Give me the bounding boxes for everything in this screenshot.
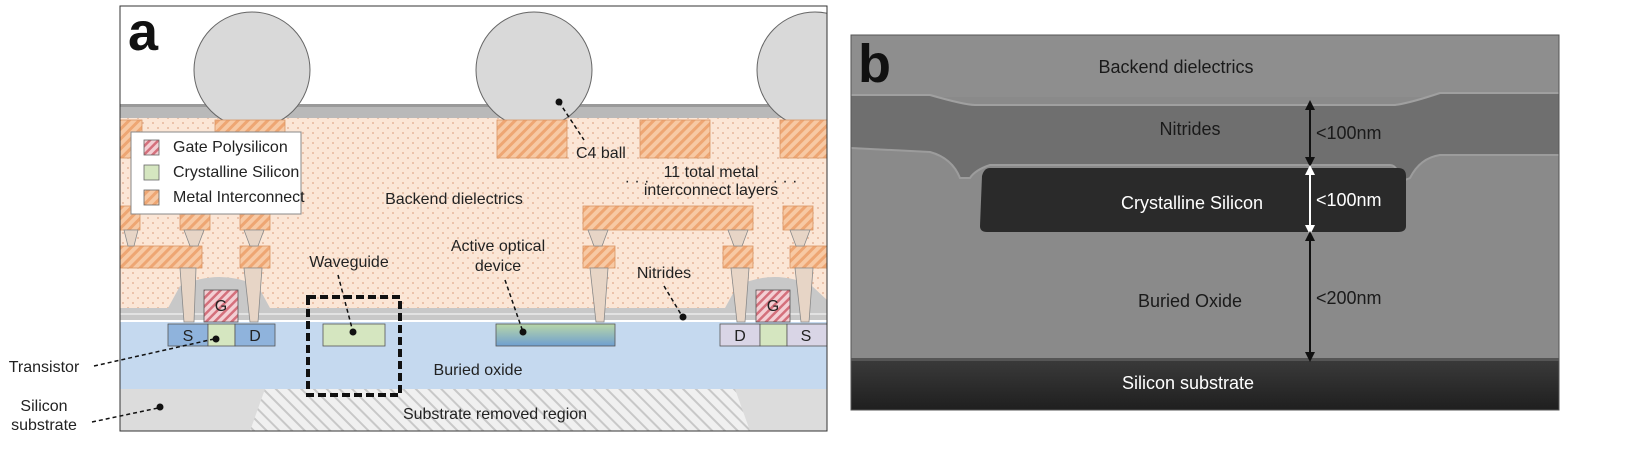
legend-swatch-crystalline xyxy=(143,164,160,181)
waveguide-highlight-box xyxy=(306,295,402,397)
substrate-removed-region xyxy=(250,389,750,431)
panel-b-letter: b xyxy=(858,34,891,94)
c4-ball-label: C4 ball xyxy=(576,145,626,162)
waveguide-label: Waveguide xyxy=(309,254,389,271)
legend: Gate Polysilicon Crystalline Silicon Met… xyxy=(130,131,305,215)
metal-layers-label-1: 11 total metal xyxy=(664,164,759,181)
active-optical-device xyxy=(495,323,616,347)
b-substrate-label: Silicon substrate xyxy=(1122,373,1254,393)
panel-b: Backend dielectrics Nitrides Crystalline… xyxy=(850,34,1560,411)
dots-right: · · · xyxy=(773,173,798,190)
b-backend-label: Backend dielectrics xyxy=(1098,57,1253,77)
leader-lines xyxy=(337,101,683,333)
metal-layers-label-2: interconnect layers xyxy=(644,182,778,199)
substrate-removed-label: Substrate removed region xyxy=(403,406,587,423)
drain-region xyxy=(234,323,276,347)
transistor-right: G D S xyxy=(719,289,827,347)
gate-label: G xyxy=(215,298,227,315)
b-dim-nitrides-label: <100nm xyxy=(1316,123,1382,143)
panel-a-letter: a xyxy=(128,2,159,62)
gate-poly xyxy=(203,289,239,323)
active-device-label-1: Active optical xyxy=(451,238,545,255)
gate-label: G xyxy=(767,298,779,315)
legend-crystalline-label: Crystalline Silicon xyxy=(173,164,299,181)
gate-poly xyxy=(755,289,791,323)
b-dim-crystalline-label: <100nm xyxy=(1316,190,1382,210)
source-label: S xyxy=(183,328,194,345)
transistor-label: Transistor xyxy=(9,359,80,376)
legend-swatch-gate xyxy=(143,139,160,156)
panel-a: G S D G D S Backend dielectrics xyxy=(9,2,828,434)
nitrides-label: Nitrides xyxy=(637,265,691,282)
legend-swatch-metal xyxy=(143,189,160,206)
silicon-substrate-region xyxy=(851,360,1559,410)
crystalline-silicon-block xyxy=(980,168,1406,232)
legend-gate-label: Gate Polysilicon xyxy=(173,139,288,156)
b-buried-oxide-label: Buried Oxide xyxy=(1138,291,1242,311)
legend-metal-label: Metal Interconnect xyxy=(173,189,305,206)
drain-label: D xyxy=(734,328,746,345)
buried-oxide-label: Buried oxide xyxy=(434,362,523,379)
drain-label: D xyxy=(249,328,261,345)
silicon-substrate-label-2: substrate xyxy=(11,417,77,434)
b-crystalline-label: Crystalline Silicon xyxy=(1121,193,1263,213)
nitrides-band xyxy=(851,93,1559,182)
nitrides-layer xyxy=(120,277,827,320)
transistor-left: G S D xyxy=(167,289,276,347)
backend-dielectrics-label: Backend dielectrics xyxy=(385,191,523,208)
b-nitrides-label: Nitrides xyxy=(1159,119,1220,139)
b-dim-oxide-label: <200nm xyxy=(1316,288,1382,308)
source-label: S xyxy=(801,328,812,345)
dots-left: · · · xyxy=(625,173,650,190)
active-device-label-2: device xyxy=(475,258,521,275)
vias xyxy=(123,229,814,323)
silicon-substrate-label-1: Silicon xyxy=(20,398,67,415)
